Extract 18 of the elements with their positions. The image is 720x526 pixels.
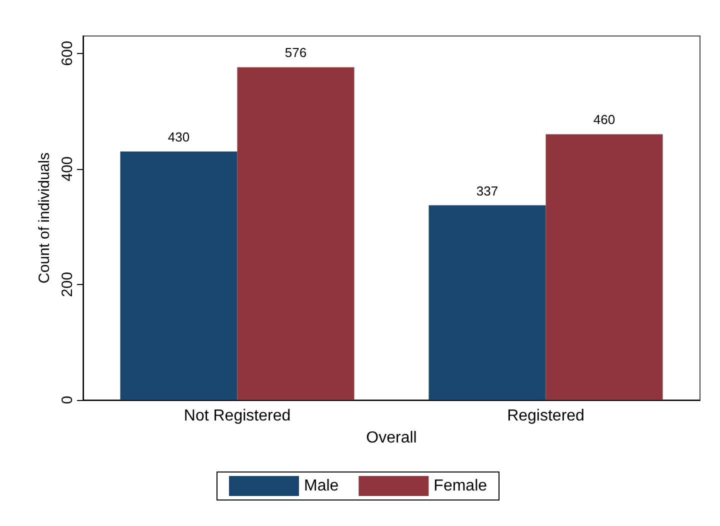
data-label: 337 bbox=[476, 183, 498, 198]
data-label: 430 bbox=[168, 130, 190, 145]
data-label: 576 bbox=[284, 45, 307, 60]
legend-label: Female bbox=[434, 478, 488, 494]
bar bbox=[237, 67, 354, 400]
x-tick-label: Not Registered bbox=[184, 408, 291, 424]
y-tick-label: 400 bbox=[59, 156, 76, 182]
data-label: 460 bbox=[593, 112, 616, 128]
bar bbox=[546, 134, 663, 400]
y-axis-title: Count of individuals bbox=[36, 152, 54, 284]
y-tick-label: 200 bbox=[59, 272, 76, 297]
legend-label: Male bbox=[304, 478, 339, 494]
bar bbox=[120, 152, 238, 400]
y-tick-label: 600 bbox=[59, 40, 76, 66]
x-tick-label: Registered bbox=[507, 408, 584, 424]
x-axis-title: Overall bbox=[366, 430, 417, 446]
bar bbox=[428, 205, 546, 400]
y-tick-label: 0 bbox=[59, 396, 76, 404]
